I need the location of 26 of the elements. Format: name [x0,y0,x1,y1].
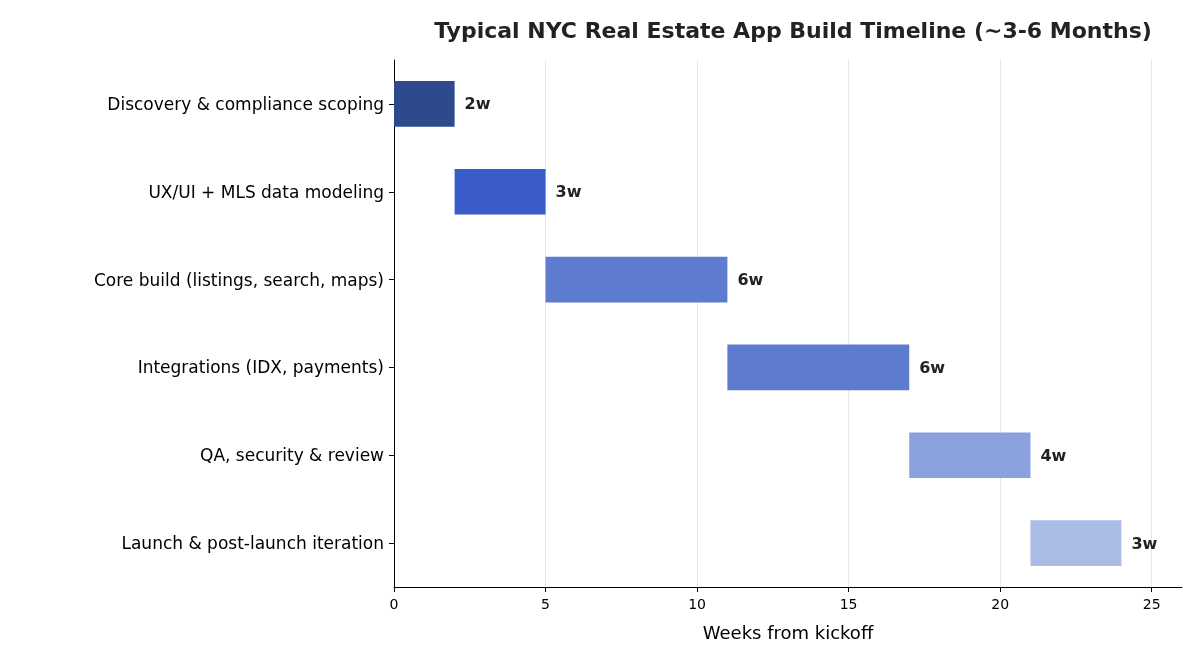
data-label: 4w [1040,445,1067,465]
x-tick-label: 25 [1142,596,1161,612]
x-tick-label: 15 [839,596,858,612]
data-label: 2w [464,94,491,114]
data-label: 3w [1131,533,1158,553]
y-tick-label: Discovery & compliance scoping [107,93,384,114]
y-tick-label: Integrations (IDX, payments) [137,357,384,378]
bar [454,168,546,215]
bar [545,256,728,303]
data-label: 3w [555,182,582,202]
bar [1030,520,1122,566]
data-label: 6w [737,270,764,290]
x-tick-label: 0 [389,596,399,612]
bar [727,344,910,391]
bar [909,432,1031,479]
x-tick-label: 10 [688,596,706,612]
y-tick-label: Launch & post-launch iteration [121,533,384,554]
x-tick-label: 5 [541,596,550,612]
y-tick-label: QA, security & review [200,445,385,466]
x-tick-label: 20 [991,596,1010,612]
x-axis-title: Weeks from kickoff [702,621,874,643]
data-label: 6w [919,357,946,377]
bar [394,81,455,127]
y-tick-label: UX/UI + MLS data modeling [148,181,384,202]
chart-title: Typical NYC Real Estate App Build Timeline (~3-6 Months) [434,17,1152,43]
y-tick-label: Core build (listings, search, maps) [93,269,384,290]
